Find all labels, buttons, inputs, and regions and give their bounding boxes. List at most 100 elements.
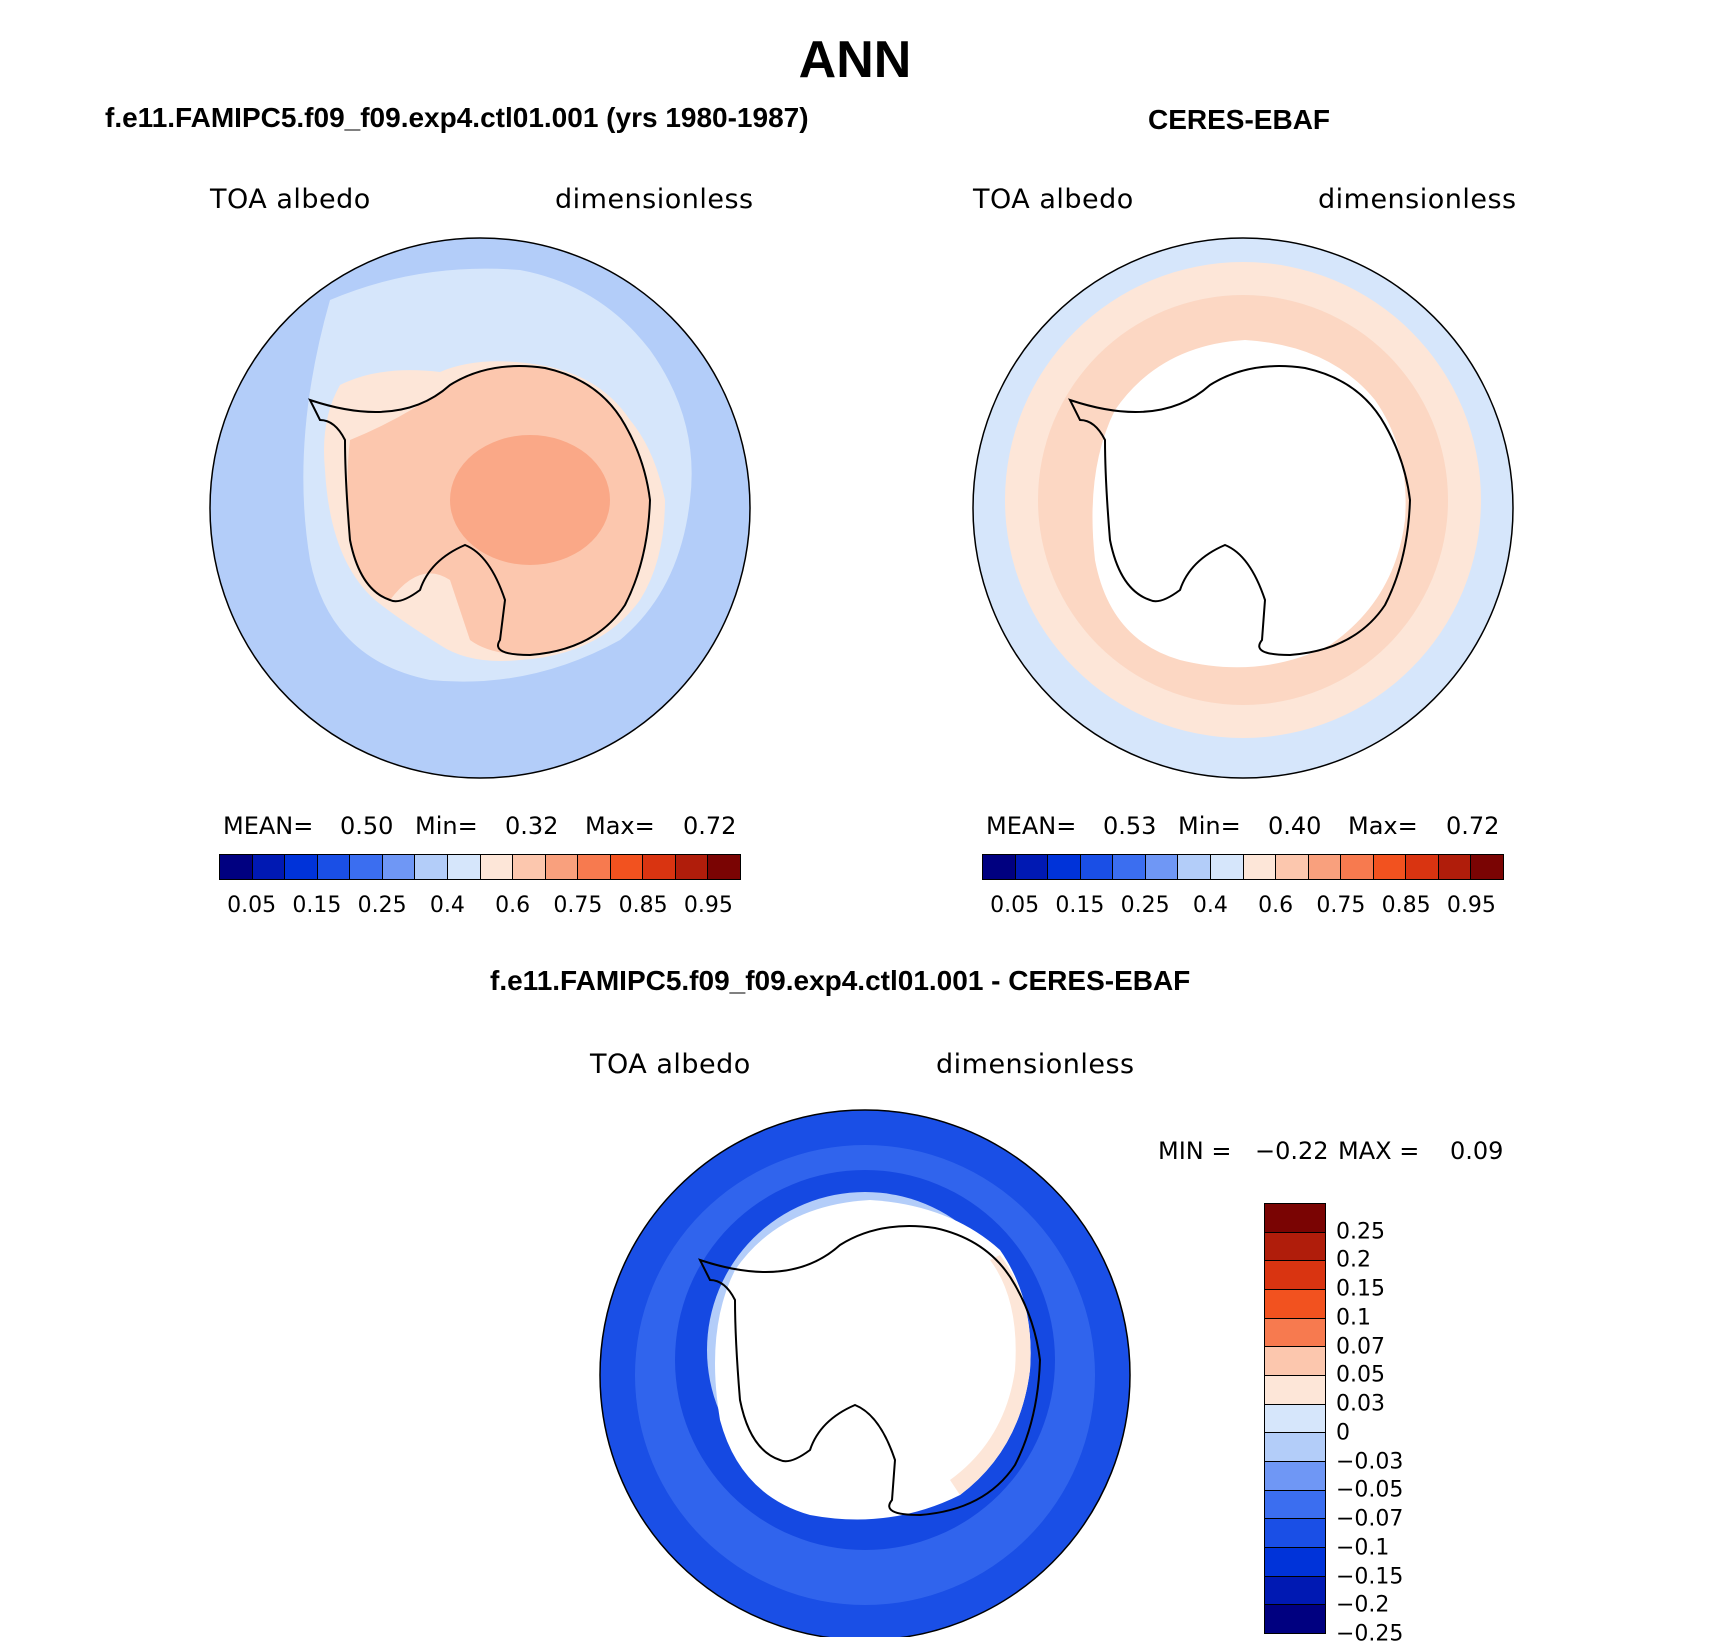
colorbar-swatch (513, 855, 546, 879)
colorbar-tick-label: 0.25 (1336, 1219, 1385, 1245)
colorbar-swatch (1210, 855, 1244, 879)
colorbar-tick-label: 0.05 (227, 893, 277, 918)
colorbar-swatch (578, 855, 611, 879)
colorbar-swatch (1265, 1548, 1325, 1577)
colorbar-swatch (415, 855, 448, 879)
colorbar-swatch (1265, 1404, 1325, 1434)
colorbar-swatch (1406, 855, 1439, 879)
panel2-missing-data (1092, 340, 1406, 668)
colorbar-tick-label: 0.85 (618, 893, 668, 918)
panel2-max-label: Max= (1348, 812, 1418, 840)
panel3-missing-data (715, 1200, 1031, 1520)
colorbar-swatch (1265, 1433, 1325, 1463)
panel2-right-label: dimensionless (1318, 184, 1517, 215)
colorbar-tick-label: 0.05 (990, 893, 1040, 918)
panel2-map-border (972, 237, 1514, 779)
colorbar-tick-label: 0.15 (1055, 893, 1105, 918)
panel1-max-label: Max= (585, 812, 655, 840)
colorbar-swatch (1438, 855, 1472, 879)
colorbar-swatch (545, 855, 579, 879)
colorbar-tick-label: 0.25 (357, 893, 407, 918)
colorbar-swatch (1265, 1261, 1325, 1291)
colorbar-swatch (1243, 855, 1277, 879)
panel1-max-value: 0.72 (683, 812, 737, 840)
colorbar-swatch (1265, 1519, 1325, 1549)
colorbar-swatch (252, 855, 286, 879)
colorbar-swatch (382, 855, 416, 879)
colorbar-swatch (1265, 1462, 1325, 1491)
panel2-colorbar (982, 854, 1504, 880)
colorbar-tick-label: 0.95 (1446, 893, 1496, 918)
panel1-mean-value: 0.50 (340, 812, 394, 840)
colorbar-tick-label: 0 (1336, 1420, 1350, 1446)
panel2-mean-label: MEAN= (986, 812, 1077, 840)
panel2-title: CERES-EBAF (1148, 104, 1331, 135)
colorbar-tick-label: −0.15 (1336, 1564, 1404, 1590)
colorbar-tick-label: 0.95 (683, 893, 733, 918)
colorbar-swatch (983, 855, 1016, 879)
panel3-right-label: dimensionless (936, 1049, 1135, 1080)
colorbar-tick-label: 0.05 (1336, 1362, 1385, 1388)
colorbar-swatch (1113, 855, 1146, 879)
colorbar-tick-label: 0.75 (1316, 893, 1366, 918)
colorbar-swatch (1048, 855, 1081, 879)
panel3-left-label: TOA albedo (590, 1049, 751, 1080)
colorbar-swatch (317, 855, 351, 879)
colorbar-swatch (1145, 855, 1179, 879)
colorbar-tick-label: 0.4 (1192, 893, 1228, 918)
colorbar-tick-label: −0.07 (1336, 1506, 1404, 1532)
colorbar-tick-label: 0.6 (1258, 893, 1294, 918)
colorbar-swatch (1265, 1490, 1325, 1520)
panel2-min-value: 0.40 (1268, 812, 1322, 840)
colorbar-tick-label: 0.25 (1120, 893, 1170, 918)
colorbar-swatch (1308, 855, 1342, 879)
colorbar-tick-label: 0.2 (1336, 1247, 1371, 1273)
colorbar-swatch (1265, 1605, 1325, 1634)
panel2-coastline (1068, 365, 1412, 657)
panel1-map (210, 238, 750, 778)
colorbar-swatch (1265, 1576, 1325, 1606)
colorbar-tick-label: 0.03 (1336, 1391, 1385, 1417)
colorbar-swatch (1265, 1347, 1325, 1377)
panel1-map-border (209, 237, 751, 779)
colorbar-swatch (1265, 1290, 1325, 1319)
colorbar-tick-label: 0.85 (1381, 893, 1431, 918)
colorbar-swatch (285, 855, 318, 879)
panel2-map (973, 238, 1513, 778)
panel3-map (600, 1110, 1130, 1637)
panel2-left-label: TOA albedo (973, 184, 1134, 215)
panel3-min-value: −0.22 (1255, 1137, 1329, 1165)
colorbar-swatch (350, 855, 383, 879)
panel1-mean-label: MEAN= (223, 812, 314, 840)
colorbar-swatch (1471, 855, 1503, 879)
colorbar-tick-label: 0.07 (1336, 1334, 1385, 1360)
panel1-colorbar (219, 854, 741, 880)
colorbar-tick-label: −0.1 (1336, 1535, 1390, 1561)
panel3-title: f.e11.FAMIPC5.f09_f09.exp4.ctl01.001 - C… (490, 965, 1191, 996)
colorbar-swatch (675, 855, 709, 879)
colorbar-swatch (220, 855, 253, 879)
colorbar-swatch (1373, 855, 1407, 879)
colorbar-tick-label: 0.75 (553, 893, 603, 918)
colorbar-swatch (708, 855, 740, 879)
panel3-max-value: 0.09 (1450, 1137, 1504, 1165)
panel1-title: f.e11.FAMIPC5.f09_f09.exp4.ctl01.001 (yr… (105, 102, 809, 133)
panel2-mean-value: 0.53 (1103, 812, 1157, 840)
colorbar-tick-label: 0.15 (292, 893, 342, 918)
colorbar-swatch (1265, 1232, 1325, 1262)
colorbar-swatch (610, 855, 644, 879)
panel1-left-label: TOA albedo (210, 184, 371, 215)
colorbar-tick-label: −0.25 (1336, 1621, 1404, 1647)
panel1-right-label: dimensionless (555, 184, 754, 215)
colorbar-swatch (447, 855, 481, 879)
colorbar-swatch (1341, 855, 1374, 879)
colorbar-swatch (1265, 1318, 1325, 1348)
colorbar-tick-label: −0.03 (1336, 1449, 1404, 1475)
colorbar-tick-label: 0.6 (495, 893, 531, 918)
colorbar-swatch (1265, 1204, 1325, 1233)
panel3-max-label: MAX = (1338, 1137, 1420, 1165)
colorbar-swatch (480, 855, 514, 879)
panel2-min-label: Min= (1178, 812, 1241, 840)
colorbar-swatch (1080, 855, 1114, 879)
